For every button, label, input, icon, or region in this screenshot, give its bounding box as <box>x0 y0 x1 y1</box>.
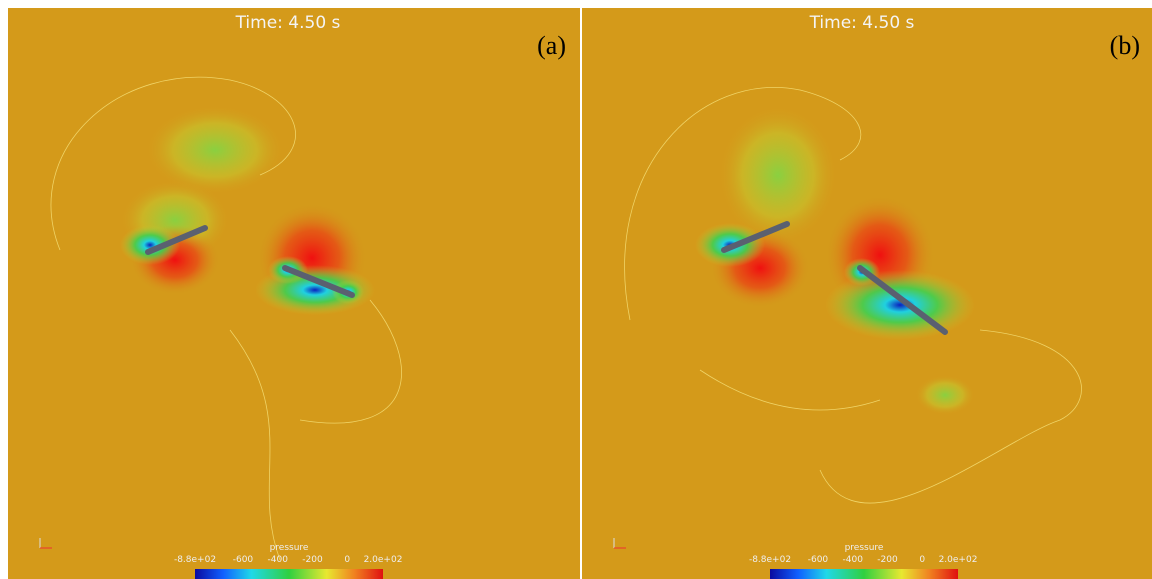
pressure-region <box>825 270 975 340</box>
panel-label: (a) <box>537 31 566 60</box>
colorbar-tick-label: -600 <box>233 555 254 565</box>
colorbar-title: pressure <box>270 543 309 553</box>
colorbar-tick-label: -8.8e+02 <box>174 555 216 565</box>
colorbar-tick-label: -200 <box>302 555 323 565</box>
colorbar-tick-label: -8.8e+02 <box>749 555 791 565</box>
figure: Time: 4.50 s (a) pressure -8.8e+02 -600 -400 -… <box>0 0 1152 579</box>
time-label: Time: 4.50 s <box>235 13 341 33</box>
panel-label: (b) <box>1110 31 1140 60</box>
colorbar-title: pressure <box>845 543 884 553</box>
colorbar-tick-label: 2.0e+02 <box>364 555 403 565</box>
time-label: Time: 4.50 s <box>809 13 915 33</box>
colorbar-tick-label: -400 <box>843 555 864 565</box>
colorbar-tick-label: -200 <box>877 555 898 565</box>
pressure-region <box>915 375 975 415</box>
colorbar <box>770 569 958 579</box>
colorbar-tick-label: -600 <box>808 555 829 565</box>
colorbar <box>195 569 383 579</box>
colorbar-tick-label: -400 <box>268 555 289 565</box>
colorbar-tick-label: 0 <box>919 555 925 565</box>
panel: Time: 4.50 s (a) pressure -8.8e+02 -600 -400 -… <box>8 8 580 579</box>
panel: Time: 4.50 s (b) pressure -8.8e+02 -600 -400 -… <box>582 8 1152 579</box>
colorbar-tick-label: 2.0e+02 <box>939 555 978 565</box>
colorbar-tick-label: 0 <box>344 555 350 565</box>
